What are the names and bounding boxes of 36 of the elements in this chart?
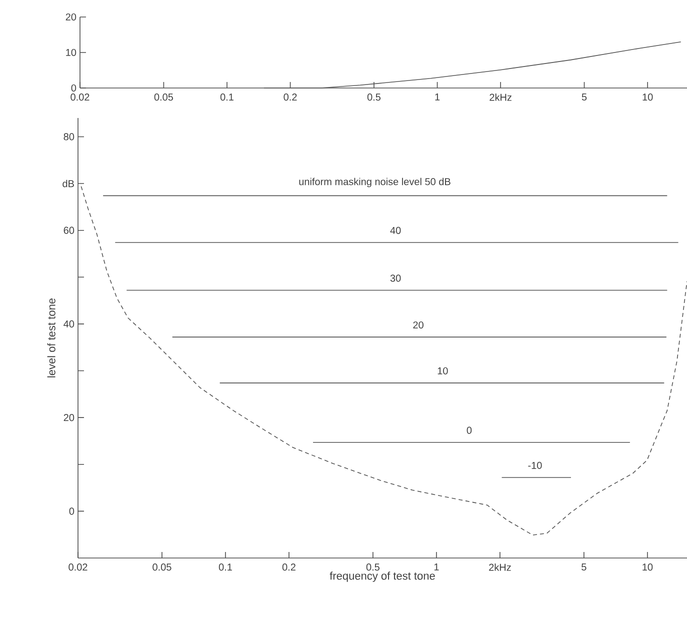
x-tick-label: 2kHz (489, 564, 511, 571)
annotation: -10 (528, 462, 542, 469)
y-tick-label: 20 (66, 13, 76, 21)
x-tick-label: 0.2 (284, 94, 297, 101)
x-tick-label: 0.5 (367, 94, 381, 101)
x-tick-label: 0.05 (152, 564, 172, 571)
x-tick-label: 1 (434, 564, 439, 570)
x-tick-label: 0.2 (282, 564, 296, 571)
y-axis-title: level of test tone (47, 298, 56, 378)
x-tick-label: 0.5 (366, 564, 380, 571)
y-tick-label: dB (62, 180, 74, 188)
y-tick-label: 20 (64, 414, 74, 422)
y-tick-label: 0 (71, 84, 76, 92)
x-tick-label: 10 (642, 564, 653, 571)
annotation: 20 (413, 321, 424, 329)
annotation: 10 (438, 367, 448, 374)
y-tick-label: 10 (66, 48, 76, 56)
x-tick-label: 0.1 (220, 94, 234, 101)
x-tick-label: 0.02 (68, 564, 88, 571)
y-tick-label: 40 (64, 320, 74, 328)
y-tick-label: 80 (64, 133, 74, 140)
annotation: 30 (390, 274, 401, 282)
x-tick-label: 5 (582, 94, 587, 100)
y-tick-label: 60 (64, 226, 74, 234)
x-tick-label: 1 (435, 94, 440, 100)
annotation: uniform masking noise level 50 dB (299, 178, 450, 188)
x-tick-label: 2kHz (490, 94, 512, 101)
x-tick-label: 0.02 (70, 94, 90, 101)
y-tick-label: 0 (69, 508, 74, 515)
annotation: 40 (390, 226, 401, 234)
x-tick-label: 0.05 (154, 94, 173, 101)
x-tick-label: 0.1 (218, 564, 232, 571)
annotation: 0 (466, 426, 472, 434)
x-tick-label: 5 (582, 564, 586, 571)
x-tick-label: 10 (642, 94, 653, 101)
x-axis-title: frequency of test tone (330, 572, 435, 582)
